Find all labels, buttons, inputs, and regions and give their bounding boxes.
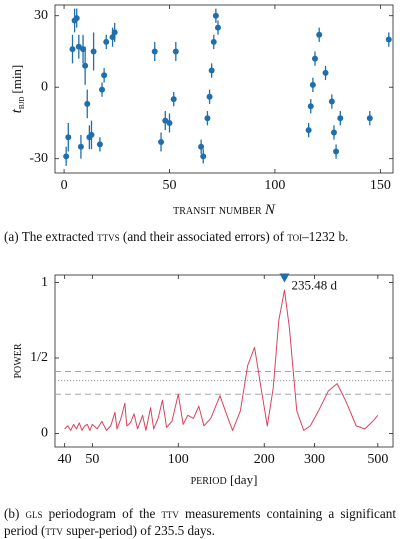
plot-frame: [54, 4, 394, 174]
data-point: [101, 72, 108, 79]
data-point: [82, 62, 89, 69]
x-label-var: N: [264, 202, 276, 218]
data-point: [200, 153, 207, 160]
x-tick-label: 40: [58, 452, 72, 467]
caption: (a) The extracted ttvs (and their associ…: [4, 228, 396, 245]
caption-text: ttvs: [97, 229, 120, 244]
data-point: [73, 15, 80, 22]
x-tick-label: 150: [370, 178, 391, 193]
data-point: [214, 24, 221, 31]
annotation: 235.48 d: [291, 278, 337, 293]
caption-text: toi: [287, 229, 303, 244]
data-point: [328, 98, 335, 105]
x-tick-label: 50: [162, 178, 176, 193]
x-tick-label: 500: [367, 452, 388, 467]
data-point: [316, 31, 323, 38]
data-point: [309, 81, 316, 88]
data-point: [77, 143, 84, 150]
data-point: [385, 36, 392, 43]
data-point: [210, 38, 217, 45]
caption-text: ttv: [45, 523, 63, 538]
caption-text: (a) The extracted: [4, 229, 98, 244]
data-point: [330, 129, 337, 136]
data-point: [170, 96, 177, 103]
data-point: [65, 134, 72, 141]
data-point: [172, 48, 179, 55]
data-point: [212, 12, 219, 19]
data-point: [90, 48, 97, 55]
x-tick-label: 100: [264, 178, 285, 193]
x-tick-label: 100: [168, 452, 189, 467]
data-point: [366, 115, 373, 122]
caption-text: super-period) of 235.5 days.: [62, 523, 215, 538]
data-point: [63, 153, 70, 160]
data-point: [206, 93, 213, 100]
x-tick-label: 0: [61, 178, 68, 193]
caption-text: measurements containing a significant pe…: [4, 506, 396, 538]
y-label-unit: [min]: [9, 65, 24, 94]
y-label-var: t: [9, 108, 25, 113]
x-label-unit: [day]: [230, 472, 257, 487]
data-point: [158, 139, 165, 146]
y-tick-label: 1: [41, 275, 48, 290]
periodogram-line: [64, 289, 379, 431]
x-tick-label: 50: [85, 452, 99, 467]
x-label-text: transit number: [173, 203, 262, 218]
y-label-sub: bjd: [16, 97, 27, 109]
data-point: [305, 127, 312, 134]
x-label: transit number N: [173, 202, 276, 218]
y-tick-label: 0: [41, 426, 48, 441]
x-tick-label: 300: [304, 452, 325, 467]
data-point: [151, 48, 158, 55]
caption-text: (b): [4, 506, 26, 521]
y-tick-label: 30: [34, 8, 48, 23]
y-tick-label: 0: [41, 79, 48, 94]
data-point: [333, 148, 340, 155]
data-point: [99, 86, 106, 93]
plot-frame: [54, 274, 394, 448]
y-tick-label: 1/2: [30, 350, 48, 365]
data-point: [311, 55, 318, 62]
data-point: [322, 69, 329, 76]
caption-text: –1232 b.: [302, 229, 349, 244]
caption: (b) gls periodogram of the ttv measureme…: [4, 505, 396, 539]
data-point: [204, 115, 211, 122]
x-label: period [day]: [191, 472, 258, 488]
data-point: [307, 103, 314, 110]
data-point: [96, 141, 103, 148]
y-label: power: [10, 343, 25, 378]
x-label-text: period: [191, 473, 227, 488]
y-tick-label: -30: [29, 151, 48, 166]
data-point: [103, 38, 110, 45]
data-point: [88, 131, 95, 138]
data-point: [208, 67, 215, 74]
data-point: [84, 100, 91, 107]
data-point: [198, 143, 205, 150]
caption-text: ttv: [161, 506, 179, 521]
data-point: [337, 115, 344, 122]
peak-marker: [279, 273, 290, 283]
data-point: [166, 119, 173, 126]
data-point: [111, 29, 118, 36]
y-label: tbjd [min]: [9, 65, 27, 114]
data-point: [69, 46, 76, 53]
caption-text: gls: [25, 506, 43, 521]
caption-text: (and their associated errors) of: [119, 229, 288, 244]
x-tick-label: 200: [254, 452, 275, 467]
caption-text: periodogram of the: [42, 506, 162, 521]
